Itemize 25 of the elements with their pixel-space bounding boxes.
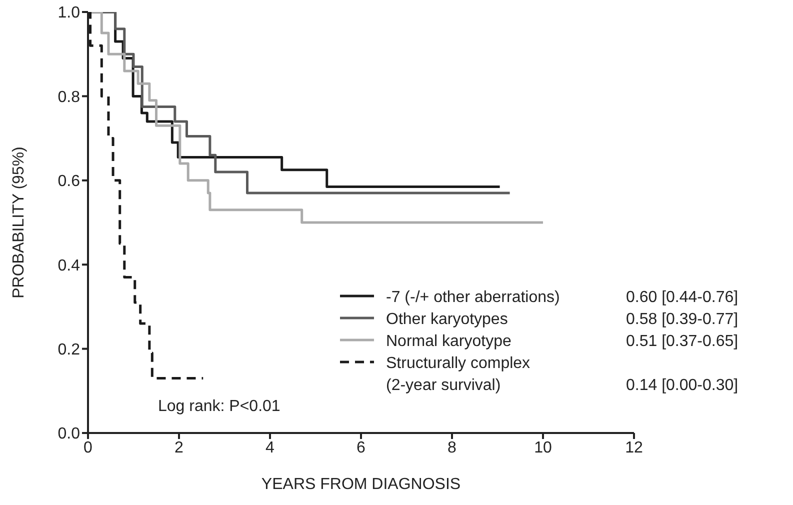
y-tick-label: 0.8 — [58, 88, 80, 106]
x-tick-label: 10 — [534, 439, 552, 456]
annotation: 0.58 [0.39-0.77] — [626, 311, 738, 328]
x-tick-label: 4 — [266, 439, 275, 456]
annotation: 0.60 [0.44-0.76] — [626, 289, 738, 306]
annotation: 0.51 [0.37-0.65] — [626, 333, 738, 350]
y-tick-label: 0.2 — [58, 341, 80, 358]
annotation: 0.14 [0.00-0.30] — [626, 377, 738, 394]
y-tick-label: 0.4 — [58, 257, 80, 274]
y-axis-title: PROBABILITY (95%) — [10, 146, 28, 298]
y-tick-label: 1.0 — [58, 4, 80, 22]
legend-label: Structurally complex — [386, 355, 530, 372]
x-tick-label: 2 — [174, 439, 184, 456]
x-axis-title: YEARS FROM DIAGNOSIS — [261, 476, 461, 493]
legend-label: Normal karyotype — [386, 333, 512, 350]
annotation: Log rank: P<0.01 — [158, 398, 280, 416]
x-tick-label: 12 — [625, 439, 643, 456]
legend-label: Other karyotypes — [386, 311, 508, 328]
y-tick-label: 0.0 — [58, 426, 80, 443]
y-tick-label: 0.6 — [58, 173, 80, 190]
annotation: (2-year survival) — [386, 377, 501, 394]
x-tick-label: 0 — [84, 439, 93, 456]
legend-label: -7 (-/+ other aberrations) — [386, 289, 560, 306]
x-tick-label: 6 — [356, 439, 366, 456]
x-tick-label: 8 — [448, 439, 457, 456]
